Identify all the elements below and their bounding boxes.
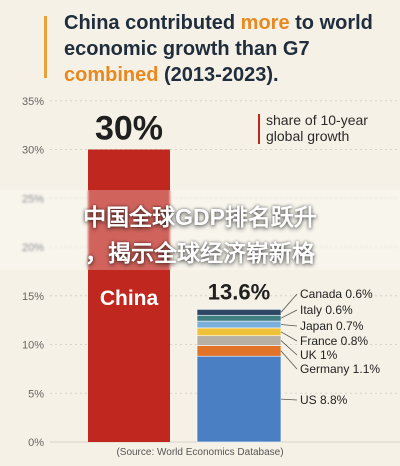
leader-line-us [280,398,298,401]
bar-segment-canada [196,309,282,316]
y-tick-label: 0% [28,437,44,449]
y-tick-label: 5% [28,388,44,400]
segment-label-germany: Germany 1.1% [300,362,380,376]
value-label-china: 30% [95,110,163,148]
y-tick-label: 15% [22,291,44,303]
leader-line-canada [280,293,298,313]
segment-label-italy: Italy 0.6% [300,303,353,317]
leader-line-italy [280,309,298,319]
leader-line-france [280,331,298,342]
overlay-line-1: 中国全球GDP排名跃升 [83,204,317,230]
title-part3: (2013-2023). [158,64,279,86]
segment-label-japan: Japan 0.7% [300,319,364,333]
bar-segment-japan [196,320,282,329]
bar-segment-germany [196,345,282,357]
legend-text: share of 10-year global growth [266,112,368,144]
bar-segment-italy [196,314,282,322]
title-part2: to world economic growth than G7 [64,12,373,60]
y-tick-label: 10% [22,340,44,352]
segment-label-france: France 0.8% [300,334,368,348]
overlay-banner: 中国全球GDP排名跃升 ，揭示全球经济崭新格 [0,190,400,270]
title-part1: China contributed [64,12,241,34]
title-highlight-more: more [240,12,290,34]
leader-line-germany [280,350,298,370]
segment-label-canada: Canada 0.6% [300,287,373,301]
y-tick-label: 30% [22,145,44,157]
title-accent-bar [44,16,47,78]
segment-label-us: US 8.8% [300,393,348,407]
y-tick-label: 35% [22,96,44,108]
leader-line-uk [280,340,298,356]
source-note: (Source: World Economics Database) [116,447,284,458]
category-label-china: China [100,287,159,310]
bar-segment-france [196,327,282,337]
bar-segment-uk [196,335,282,346]
chart-title: China contributed more to world economic… [64,10,384,88]
bar-segment-us [196,355,282,443]
leader-line-japan [280,324,298,327]
value-label-g7: 13.6% [208,279,270,304]
legend-marker [258,114,260,144]
title-highlight-combined: combined [64,64,159,86]
segment-label-uk: UK 1% [300,348,338,362]
overlay-line-2: ，揭示全球经济崭新格 [85,240,315,266]
